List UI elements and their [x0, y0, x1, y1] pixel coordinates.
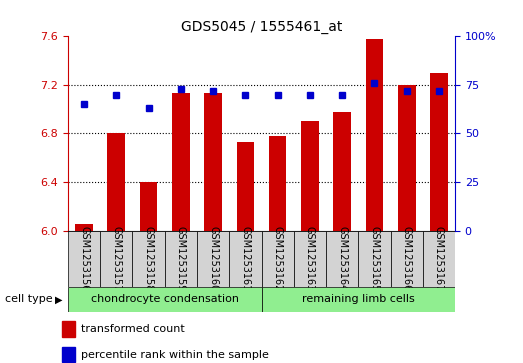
- Bar: [391, 231, 423, 287]
- Title: GDS5045 / 1555461_at: GDS5045 / 1555461_at: [181, 20, 342, 34]
- Bar: [326, 231, 358, 287]
- Bar: [68, 287, 262, 312]
- Bar: [262, 231, 294, 287]
- Bar: [301, 121, 319, 231]
- Bar: [269, 136, 287, 231]
- Bar: [100, 231, 132, 287]
- Bar: [294, 231, 326, 287]
- Bar: [140, 182, 157, 231]
- Bar: [204, 93, 222, 231]
- Bar: [75, 224, 93, 231]
- Bar: [108, 133, 125, 231]
- Bar: [262, 287, 455, 312]
- Bar: [358, 231, 391, 287]
- Text: GSM1253165: GSM1253165: [369, 226, 379, 291]
- Bar: [62, 321, 75, 337]
- Text: GSM1253166: GSM1253166: [402, 226, 412, 291]
- Text: GSM1253160: GSM1253160: [208, 226, 218, 291]
- Bar: [165, 231, 197, 287]
- Text: GSM1253167: GSM1253167: [434, 226, 444, 291]
- Bar: [333, 111, 351, 231]
- Text: GSM1253163: GSM1253163: [305, 226, 315, 291]
- Bar: [236, 142, 254, 231]
- Text: GSM1253157: GSM1253157: [111, 226, 121, 291]
- Text: GSM1253161: GSM1253161: [241, 226, 251, 291]
- Text: GSM1253159: GSM1253159: [176, 226, 186, 291]
- Bar: [68, 231, 100, 287]
- Text: ▶: ▶: [55, 294, 62, 305]
- Bar: [398, 85, 415, 231]
- Text: remaining limb cells: remaining limb cells: [302, 294, 415, 305]
- Bar: [197, 231, 229, 287]
- Text: cell type: cell type: [5, 294, 53, 305]
- Bar: [62, 347, 75, 362]
- Text: GSM1253164: GSM1253164: [337, 226, 347, 291]
- Bar: [366, 39, 383, 231]
- Bar: [132, 231, 165, 287]
- Text: GSM1253162: GSM1253162: [272, 226, 282, 291]
- Text: transformed count: transformed count: [82, 324, 185, 334]
- Bar: [172, 93, 190, 231]
- Text: chondrocyte condensation: chondrocyte condensation: [91, 294, 238, 305]
- Bar: [430, 73, 448, 231]
- Text: percentile rank within the sample: percentile rank within the sample: [82, 350, 269, 360]
- Bar: [423, 231, 455, 287]
- Text: GSM1253156: GSM1253156: [79, 226, 89, 291]
- Bar: [229, 231, 262, 287]
- Text: GSM1253158: GSM1253158: [144, 226, 154, 291]
